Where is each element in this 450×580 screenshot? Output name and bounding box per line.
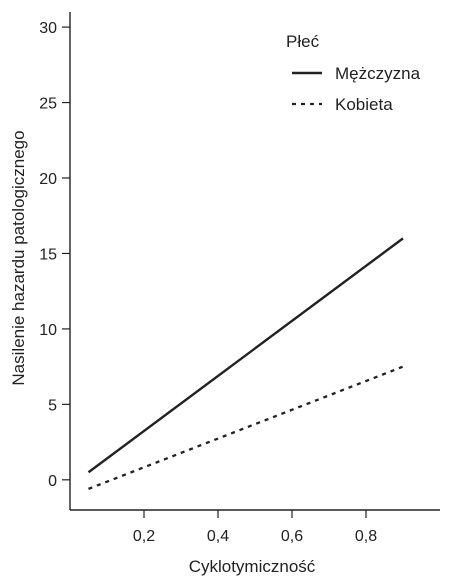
legend-label-kobieta: Kobieta	[335, 95, 393, 114]
y-tick-label: 5	[48, 397, 57, 414]
x-tick-label: 0,6	[281, 528, 303, 545]
x-tick-label: 0,4	[207, 528, 229, 545]
legend-title: Płeć	[286, 32, 320, 51]
y-tick-label: 15	[39, 246, 57, 263]
y-axis-title: Nasilenie hazardu patologicznego	[9, 130, 28, 385]
y-tick-label: 10	[39, 322, 57, 339]
legend-label-mezczyzna: Mężczyzna	[335, 64, 421, 83]
x-tick-label: 0,2	[133, 528, 155, 545]
series-line-kobieta	[88, 365, 404, 490]
legend: Płeć Mężczyzna Kobieta	[286, 32, 421, 114]
y-tick-label: 20	[39, 171, 57, 188]
y-tick-label: 25	[39, 96, 57, 113]
y-ticks: 0 5 10 15 20 25 30	[39, 20, 70, 490]
series-layer	[87, 237, 404, 490]
axes	[69, 12, 440, 511]
x-ticks: 0,2 0,4 0,6 0,8	[133, 510, 377, 545]
x-tick-label: 0,8	[355, 528, 377, 545]
series-line-mezczyzna	[87, 237, 404, 474]
y-tick-label: 0	[48, 473, 57, 490]
x-axis-title: Cyklotymiczność	[189, 557, 316, 576]
y-tick-label: 30	[39, 20, 57, 37]
